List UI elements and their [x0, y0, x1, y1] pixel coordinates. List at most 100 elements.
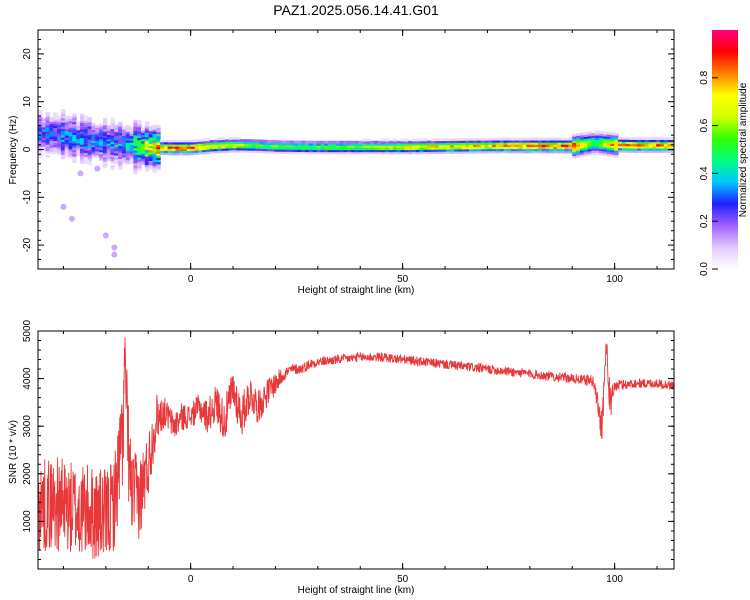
- heatmap-cell: [41, 139, 47, 143]
- heatmap-cell: [167, 143, 173, 147]
- heatmap-cell: [152, 163, 157, 167]
- heatmap-cell: [560, 142, 566, 145]
- heatmap-cell: [591, 143, 596, 147]
- heatmap-cell: [118, 123, 123, 127]
- heatmap-cell: [480, 150, 486, 154]
- heatmap-cell: [247, 150, 253, 153]
- heatmap-cell: [583, 149, 589, 152]
- heatmap-cell: [152, 135, 157, 139]
- heatmap-cell: [423, 144, 428, 148]
- heatmap-cell: [610, 153, 615, 157]
- heatmap-cell: [625, 149, 631, 153]
- heatmap-cell: [53, 129, 58, 133]
- heatmap-cell: [118, 145, 123, 149]
- heatmap-cell: [385, 149, 390, 153]
- heatmap-cell: [60, 130, 66, 134]
- heatmap-cell: [110, 160, 115, 164]
- heatmap-cell: [228, 147, 234, 151]
- heatmap-cell: [122, 137, 127, 141]
- heatmap-cell: [610, 151, 615, 155]
- heatmap-cell: [137, 128, 142, 132]
- heatmap-cell: [595, 130, 600, 134]
- heatmap-cell: [76, 140, 81, 144]
- heatmap-cell: [72, 151, 77, 155]
- heatmap-cell: [660, 150, 665, 153]
- heatmap-cell: [599, 135, 604, 139]
- heatmap-cell: [568, 142, 573, 145]
- heatmap-cell: [499, 144, 505, 147]
- heatmap-cell: [415, 145, 421, 148]
- heatmap-cell: [144, 121, 150, 125]
- heatmap-cell: [137, 158, 142, 162]
- heatmap-cell: [64, 145, 70, 149]
- heatmap-cell: [522, 150, 527, 154]
- heatmap-cell: [102, 141, 108, 145]
- heatmap-cell: [102, 118, 108, 121]
- heatmap-cell: [492, 137, 497, 141]
- heatmap-cell: [572, 144, 577, 148]
- heatmap-cell: [534, 148, 539, 152]
- heatmap-cell: [133, 171, 138, 175]
- heatmap-cell: [38, 126, 43, 130]
- heatmap-cell: [328, 143, 333, 146]
- heatmap-cell: [217, 148, 222, 151]
- heatmap-cell: [404, 143, 409, 146]
- heatmap-cell: [469, 150, 474, 154]
- heatmap-cell: [64, 126, 70, 130]
- heatmap-cell: [240, 147, 245, 151]
- heatmap-cell: [118, 162, 123, 166]
- heatmap-cell: [137, 161, 142, 164]
- heatmap-cell: [144, 142, 150, 146]
- heatmap-cell: [80, 118, 85, 121]
- heatmap-cell: [152, 124, 157, 128]
- heatmap-cell: [236, 147, 241, 151]
- heatmap-cell: [629, 147, 634, 151]
- heatmap-cell: [328, 140, 333, 144]
- heatmap-cell: [541, 146, 547, 150]
- heatmap-cell: [102, 126, 108, 130]
- heatmap-cell: [557, 139, 562, 143]
- heatmap-cell: [179, 146, 184, 149]
- heatmap-cell: [557, 148, 562, 152]
- heatmap-cell: [274, 148, 279, 152]
- heatmap-cell: [114, 144, 119, 147]
- heatmap-cell: [400, 143, 405, 146]
- heatmap-cell: [80, 139, 85, 143]
- heatmap-cell: [282, 151, 287, 154]
- heatmap-cell: [152, 167, 157, 171]
- heatmap-cell: [614, 141, 619, 145]
- colorbar-tick-label: 0.8: [699, 70, 710, 84]
- heatmap-cell: [198, 151, 203, 155]
- heatmap-cell: [484, 150, 489, 154]
- heatmap-cell: [106, 130, 112, 133]
- heatmap-cell: [83, 150, 89, 153]
- heatmap-cell: [141, 134, 146, 138]
- spectrogram-plot-area: [38, 109, 674, 258]
- heatmap-cell: [95, 133, 100, 137]
- heatmap-cell: [583, 147, 589, 150]
- heatmap-cell: [385, 151, 390, 155]
- heatmap-cell: [618, 139, 623, 142]
- heatmap-cell: [133, 128, 138, 132]
- heatmap-cell: [343, 140, 348, 144]
- heatmap-cell: [557, 150, 562, 154]
- heatmap-cell: [49, 138, 54, 142]
- heatmap-cell: [511, 144, 516, 147]
- heatmap-cell: [133, 167, 138, 170]
- heatmap-cell: [335, 145, 340, 148]
- heatmap-cell: [137, 130, 142, 134]
- heatmap-cell: [202, 138, 207, 142]
- heatmap-cell: [362, 147, 367, 151]
- heatmap-cell: [57, 141, 62, 145]
- heatmap-cell: [41, 131, 47, 134]
- heatmap-cell: [492, 139, 497, 143]
- heatmap-cell: [400, 140, 405, 144]
- heatmap-cell: [576, 148, 581, 152]
- heatmap-cell: [560, 144, 566, 147]
- heatmap-cell: [152, 128, 157, 132]
- heatmap-cell: [595, 141, 600, 145]
- heatmap-cell: [549, 142, 554, 145]
- heatmap-cell: [423, 138, 428, 142]
- heatmap-cell: [564, 150, 569, 154]
- heatmap-cell: [457, 144, 463, 148]
